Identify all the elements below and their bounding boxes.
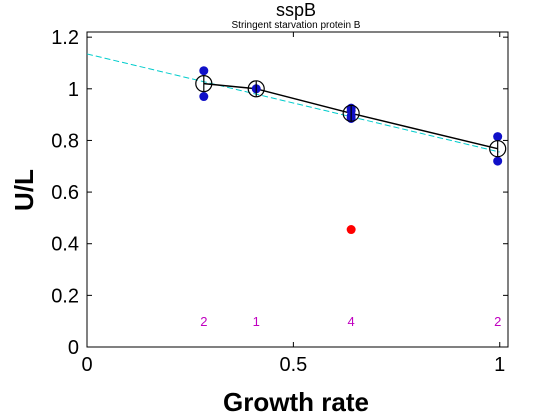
y-tick-label: 1 [68,79,79,101]
mean-fit-line [203,82,498,150]
chart-title: sspB [276,0,316,20]
x-tick-label: 0 [81,354,92,376]
replicate-count-label: 2 [200,314,207,329]
x-tick-label: 1 [494,354,505,376]
replicate-point [199,66,209,76]
mean-markers-group [195,75,507,158]
replicate-count-label: 2 [494,314,501,329]
y-axis-label: U/L [9,169,39,211]
replicate-point [493,156,503,166]
trend-line [86,53,500,153]
replicate-counts-group: 2 1 4 2 [200,314,501,329]
x-axis-ticks: 0 0.5 1 [81,32,505,376]
x-tick-label: 0.5 [279,354,307,376]
y-tick-label: 0.2 [51,285,79,307]
y-axis-ticks: 0 0.2 0.4 0.6 0.8 1 1.2 [51,27,508,359]
x-axis-label: Growth rate [223,387,369,417]
y-tick-label: 1.2 [51,27,79,49]
replicate-point [493,132,503,142]
trend-line-group [86,53,500,153]
y-tick-label: 0.6 [51,182,79,204]
outlier-points-group [346,225,356,235]
plot-area [86,31,509,348]
chart-subtitle: Stringent starvation protein B [232,20,361,31]
y-tick-label: 0 [68,337,79,359]
replicate-count-label: 4 [348,314,355,329]
fit-line-group [203,82,498,150]
outlier-point [346,225,356,235]
y-tick-label: 0.8 [51,130,79,152]
replicate-point [199,92,209,102]
y-tick-label: 0.4 [51,234,79,256]
replicate-count-label: 1 [253,314,260,329]
